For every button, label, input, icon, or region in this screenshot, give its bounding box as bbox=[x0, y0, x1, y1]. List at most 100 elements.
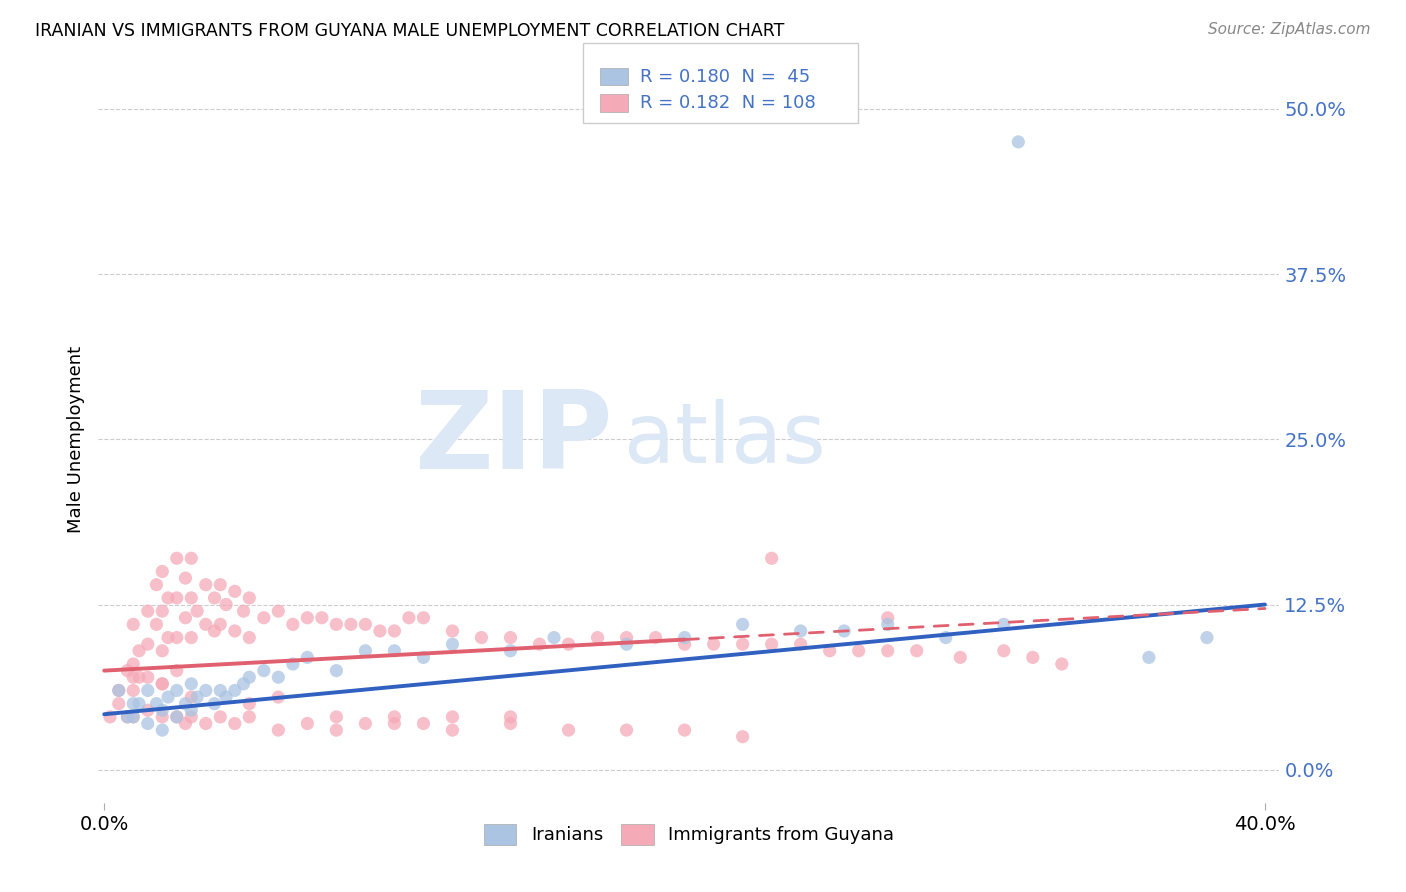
Point bbox=[194, 578, 217, 592]
Point bbox=[122, 617, 145, 632]
Point bbox=[150, 710, 173, 724]
Point bbox=[267, 604, 290, 618]
Point bbox=[354, 716, 377, 731]
Point bbox=[194, 716, 217, 731]
Point bbox=[107, 683, 129, 698]
Point bbox=[412, 716, 434, 731]
Point bbox=[166, 683, 188, 698]
Point bbox=[157, 591, 180, 605]
Point bbox=[644, 631, 666, 645]
Point bbox=[180, 631, 202, 645]
Point bbox=[209, 617, 232, 632]
Point bbox=[789, 624, 811, 638]
Point bbox=[789, 637, 811, 651]
Point bbox=[209, 578, 232, 592]
Point bbox=[412, 611, 434, 625]
Point bbox=[157, 690, 180, 704]
Point bbox=[209, 683, 232, 698]
Point bbox=[238, 591, 260, 605]
Point bbox=[499, 710, 522, 724]
Point bbox=[616, 637, 638, 651]
Point bbox=[876, 644, 898, 658]
Point bbox=[441, 637, 464, 651]
Point bbox=[949, 650, 972, 665]
Point bbox=[117, 664, 139, 678]
Point bbox=[166, 664, 188, 678]
Point bbox=[107, 697, 129, 711]
Point bbox=[993, 617, 1015, 632]
Point bbox=[209, 710, 232, 724]
Point bbox=[174, 716, 197, 731]
Point bbox=[616, 723, 638, 737]
Point bbox=[905, 644, 928, 658]
Point bbox=[107, 683, 129, 698]
Point bbox=[232, 677, 254, 691]
Point bbox=[297, 650, 319, 665]
Point bbox=[166, 591, 188, 605]
Point bbox=[993, 644, 1015, 658]
Text: R = 0.182  N = 108: R = 0.182 N = 108 bbox=[640, 94, 815, 112]
Point bbox=[224, 683, 246, 698]
Text: IRANIAN VS IMMIGRANTS FROM GUYANA MALE UNEMPLOYMENT CORRELATION CHART: IRANIAN VS IMMIGRANTS FROM GUYANA MALE U… bbox=[35, 22, 785, 40]
Point bbox=[325, 617, 347, 632]
Point bbox=[441, 624, 464, 638]
Point bbox=[180, 703, 202, 717]
Point bbox=[281, 617, 304, 632]
Point bbox=[1050, 657, 1073, 671]
Point bbox=[529, 637, 551, 651]
Point bbox=[499, 631, 522, 645]
Point bbox=[150, 677, 173, 691]
Point bbox=[876, 617, 898, 632]
Point bbox=[253, 664, 276, 678]
Point bbox=[117, 710, 139, 724]
Point bbox=[128, 644, 150, 658]
Point bbox=[499, 716, 522, 731]
Point bbox=[384, 624, 406, 638]
Point bbox=[368, 624, 391, 638]
Point bbox=[117, 710, 139, 724]
Point bbox=[174, 571, 197, 585]
Point bbox=[1007, 135, 1029, 149]
Point bbox=[586, 631, 609, 645]
Point bbox=[354, 644, 377, 658]
Point bbox=[166, 631, 188, 645]
Text: R = 0.180  N =  45: R = 0.180 N = 45 bbox=[640, 68, 810, 86]
Point bbox=[186, 604, 208, 618]
Point bbox=[224, 584, 246, 599]
Point bbox=[673, 723, 696, 737]
Point bbox=[499, 644, 522, 658]
Point bbox=[731, 730, 754, 744]
Point bbox=[761, 551, 783, 566]
Point bbox=[616, 631, 638, 645]
Point bbox=[122, 710, 145, 724]
Text: atlas: atlas bbox=[624, 399, 825, 480]
Point bbox=[122, 710, 145, 724]
Point bbox=[818, 644, 841, 658]
Point bbox=[128, 697, 150, 711]
Point bbox=[180, 710, 202, 724]
Point bbox=[128, 670, 150, 684]
Point bbox=[267, 690, 290, 704]
Point bbox=[180, 690, 202, 704]
Point bbox=[204, 624, 226, 638]
Point bbox=[673, 637, 696, 651]
Point bbox=[194, 683, 217, 698]
Point bbox=[297, 611, 319, 625]
Point bbox=[145, 697, 167, 711]
Point bbox=[136, 716, 159, 731]
Point bbox=[1195, 631, 1218, 645]
Point bbox=[673, 631, 696, 645]
Point bbox=[238, 670, 260, 684]
Point bbox=[122, 657, 145, 671]
Point bbox=[340, 617, 363, 632]
Point bbox=[166, 710, 188, 724]
Point bbox=[166, 710, 188, 724]
Point bbox=[136, 604, 159, 618]
Point bbox=[136, 637, 159, 651]
Point bbox=[297, 716, 319, 731]
Point bbox=[848, 644, 870, 658]
Point bbox=[180, 677, 202, 691]
Point bbox=[145, 617, 167, 632]
Point bbox=[731, 617, 754, 632]
Point bbox=[150, 677, 173, 691]
